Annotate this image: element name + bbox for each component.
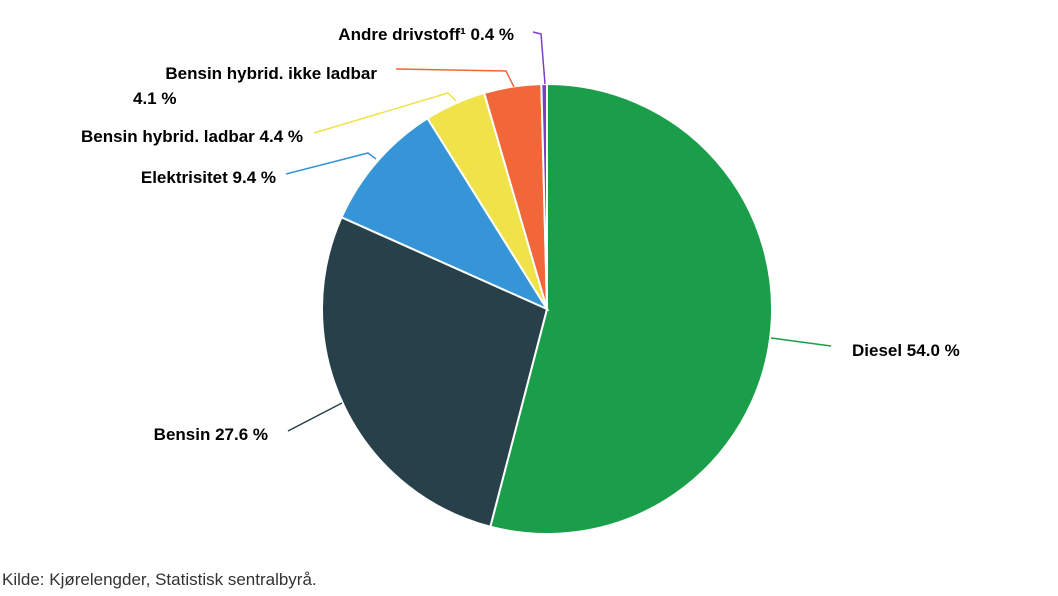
- pie-slice-diesel[interactable]: [489, 82, 773, 535]
- leader-line-bensin-hybrid-ikke-ladbar: [395, 68, 515, 88]
- pie-slice-bensin[interactable]: [321, 215, 549, 528]
- data-label-bensin: Bensin 27.6 %: [154, 425, 268, 444]
- leader-line-elektrisitet: [285, 152, 377, 175]
- data-label-diesel: Diesel 54.0 %: [852, 341, 960, 360]
- pie-slice-andre-drivstoff[interactable]: [540, 82, 548, 310]
- data-label-bensin-hybrid-ikke-ladbar: 4.1 %: [133, 89, 176, 108]
- source-note: Kilde: Kjørelengder, Statistisk sentralb…: [2, 570, 317, 589]
- data-label-andre-drivstoff: Andre drivstoff¹ 0.4 %: [338, 25, 514, 44]
- data-label-bensin-hybrid-ladbar: Bensin hybrid. ladbar 4.4 %: [81, 127, 303, 146]
- pie-chart: Diesel 54.0 % Bensin 27.6 % Elektrisitet 9…: [81, 25, 960, 535]
- data-label-bensin-hybrid-ikke-ladbar: Bensin hybrid. ikke ladbar: [165, 64, 377, 83]
- leader-line-bensin: [287, 402, 343, 432]
- leader-line-diesel: [770, 337, 832, 347]
- data-label-elektrisitet: Elektrisitet 9.4 %: [141, 168, 276, 187]
- pie-slice-elektrisitet[interactable]: [340, 116, 550, 312]
- leader-line-bensin-hybrid-ladbar: [313, 92, 457, 134]
- leader-line-andre-drivstoff: [532, 31, 546, 85]
